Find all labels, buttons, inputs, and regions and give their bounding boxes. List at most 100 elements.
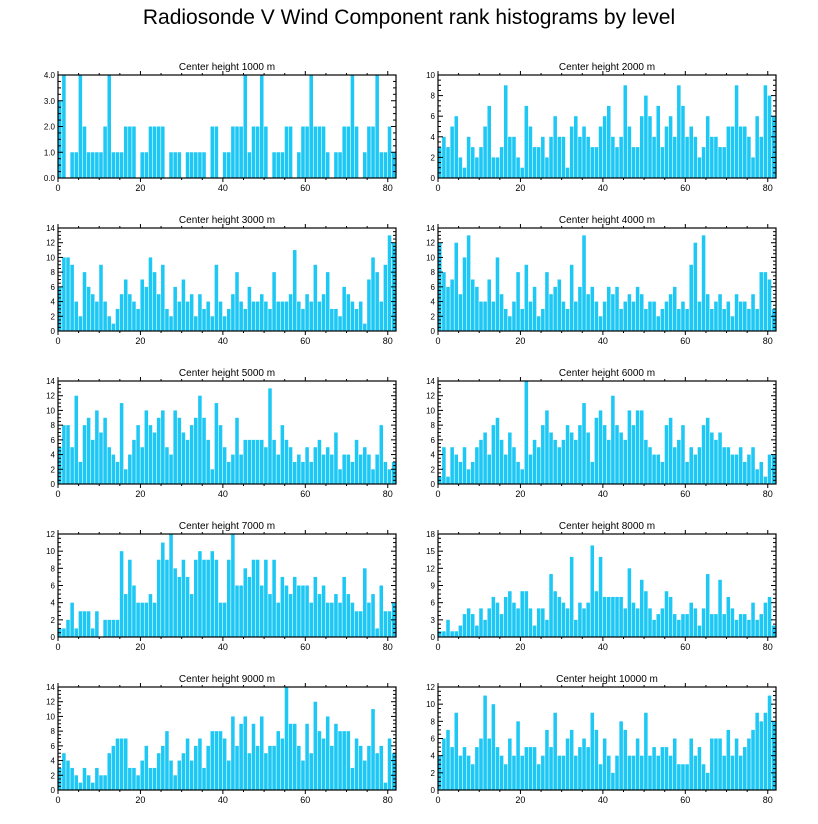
x-tick-label: 0 xyxy=(55,336,60,346)
y-tick-label: 4 xyxy=(431,451,436,460)
histogram-bar xyxy=(627,568,632,637)
histogram-bar xyxy=(701,764,706,790)
histogram-bar xyxy=(466,235,471,331)
histogram-bar xyxy=(161,410,165,484)
histogram-bar xyxy=(693,755,698,790)
y-tick-label: 0 xyxy=(51,633,56,642)
histogram-bar xyxy=(214,731,219,790)
histogram-bar xyxy=(387,469,392,484)
histogram-bar xyxy=(520,308,524,331)
histogram-bar xyxy=(185,301,190,331)
y-tick-label: 6 xyxy=(51,582,56,591)
histogram-bar xyxy=(375,628,379,637)
y-tick-label: 8 xyxy=(431,92,436,101)
histogram-bar xyxy=(611,395,615,484)
histogram-bar xyxy=(578,286,582,331)
histogram-bar xyxy=(280,576,285,637)
x-tick-label: 60 xyxy=(680,183,690,193)
histogram-bar xyxy=(301,585,305,637)
histogram-bar xyxy=(668,417,673,484)
histogram-bar xyxy=(243,308,248,331)
histogram-bar xyxy=(664,747,669,790)
histogram-bar xyxy=(123,594,128,637)
histogram-bar xyxy=(181,753,186,790)
histogram-bar xyxy=(611,294,615,331)
histogram-bar xyxy=(561,439,566,484)
histogram-bar xyxy=(561,301,566,331)
panel-title: Center height 3000 m xyxy=(179,215,275,226)
histogram-bar xyxy=(697,625,702,637)
histogram-bar xyxy=(611,772,615,790)
histogram-bar xyxy=(132,585,136,637)
histogram-bar xyxy=(565,167,570,178)
histogram-bar xyxy=(569,432,574,484)
x-tick-label: 20 xyxy=(515,336,525,346)
histogram-bar xyxy=(119,551,124,637)
histogram-bar xyxy=(586,602,590,637)
histogram-bar xyxy=(627,294,632,331)
histogram-bar xyxy=(697,747,702,790)
histogram-bar xyxy=(78,611,83,637)
histogram-bar xyxy=(292,461,297,484)
histogram-bar xyxy=(342,126,346,178)
y-tick-label: 1.0 xyxy=(44,148,56,157)
histogram-bar xyxy=(722,614,726,637)
histogram-bar xyxy=(181,432,186,484)
histogram-bar xyxy=(487,608,491,637)
histogram-bar xyxy=(239,301,243,331)
histogram-bar xyxy=(292,250,297,331)
histogram-bar xyxy=(264,301,268,331)
y-tick-label: 12 xyxy=(426,683,435,692)
x-tick-label: 40 xyxy=(218,183,228,193)
histogram-bar xyxy=(342,286,346,331)
histogram-bar xyxy=(107,75,111,178)
histogram-bar xyxy=(214,403,219,484)
histogram-bar xyxy=(107,753,111,790)
histogram-bar xyxy=(516,608,520,637)
histogram-bar xyxy=(483,301,487,331)
histogram-bar xyxy=(644,439,648,484)
histogram-bar xyxy=(528,454,533,484)
panel-title: Center height 7000 m xyxy=(179,521,275,532)
histogram-bar xyxy=(635,738,640,790)
histogram-bar xyxy=(528,126,533,178)
histogram-bar xyxy=(627,410,632,484)
histogram-bar xyxy=(346,454,351,484)
histogram-bar xyxy=(62,628,66,637)
y-tick-label: 9 xyxy=(431,582,436,591)
histogram-bar xyxy=(255,126,260,178)
histogram-bar xyxy=(239,723,243,790)
histogram-bar xyxy=(726,729,731,790)
histogram-bar xyxy=(755,469,759,484)
histogram-bar xyxy=(611,136,615,178)
histogram-bar xyxy=(442,631,446,637)
x-tick-label: 20 xyxy=(515,642,525,652)
histogram-bar xyxy=(722,447,726,484)
histogram-bar xyxy=(317,731,322,790)
histogram-bar xyxy=(222,316,227,331)
y-tick-label: 8 xyxy=(51,421,56,430)
histogram-bar xyxy=(747,308,751,331)
histogram-bar xyxy=(185,738,190,790)
histogram-panel: Center height 7000 m 0 2 4 6 8 10 12 0 20 40 60 80 xyxy=(46,521,397,652)
histogram-bar xyxy=(156,559,161,637)
histogram-bar xyxy=(284,439,289,484)
histogram-bar xyxy=(722,308,726,331)
histogram-bar xyxy=(189,594,194,637)
histogram-bar xyxy=(677,439,681,484)
histogram-bar xyxy=(565,738,570,790)
histogram-bar xyxy=(532,747,537,790)
x-tick-label: 80 xyxy=(383,183,393,193)
histogram-bar xyxy=(660,461,665,484)
histogram-bar xyxy=(549,136,553,178)
y-tick-label: 14 xyxy=(46,224,55,233)
histogram-bar xyxy=(350,767,355,790)
histogram-bar xyxy=(516,461,520,484)
histogram-bar xyxy=(309,602,313,637)
histogram-bar xyxy=(442,272,446,331)
histogram-bar xyxy=(321,294,326,331)
histogram-bar xyxy=(532,439,537,484)
histogram-bar xyxy=(309,75,313,178)
histogram-bar xyxy=(227,152,231,178)
histogram-bar xyxy=(450,279,454,331)
